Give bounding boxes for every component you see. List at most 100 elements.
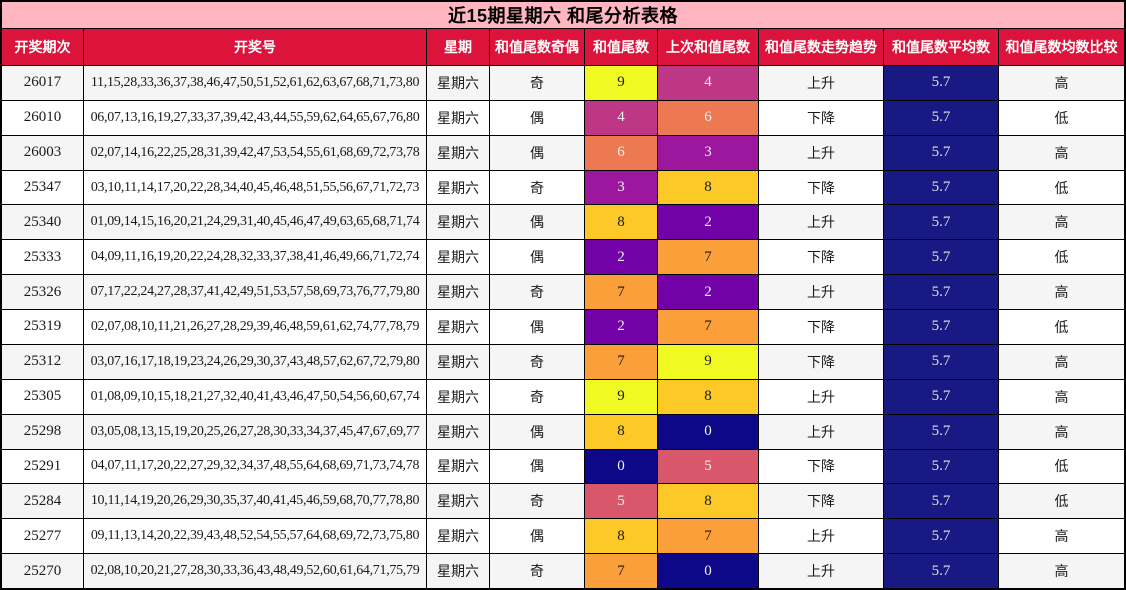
header-week: 星期 xyxy=(427,29,489,65)
parity-cell: 偶 xyxy=(490,449,584,484)
avg-cell: 5.7 xyxy=(884,519,998,554)
trend-cell: 上升 xyxy=(759,275,883,310)
prev-tail-cell: 3 xyxy=(658,135,758,170)
avg-cell: 5.7 xyxy=(884,135,998,170)
period-cell: 26010 xyxy=(2,100,83,135)
compare-cell: 高 xyxy=(999,554,1124,588)
avg-cell: 5.7 xyxy=(884,414,998,449)
avg-cell: 5.7 xyxy=(884,205,998,240)
week-cell: 星期六 xyxy=(427,310,489,344)
compare-cell: 高 xyxy=(999,66,1124,100)
trend-cell: 上升 xyxy=(759,135,883,170)
period-cell: 25284 xyxy=(2,484,83,519)
parity-cell: 偶 xyxy=(490,135,584,170)
trend-cell: 下降 xyxy=(759,484,883,519)
period-cell: 25319 xyxy=(2,310,83,344)
period-cell: 25347 xyxy=(2,170,83,205)
parity-cell: 奇 xyxy=(490,66,584,100)
numbers-cell: 02,07,14,16,22,25,28,31,39,42,47,53,54,5… xyxy=(84,135,426,170)
numbers-cell: 03,10,11,14,17,20,22,28,34,40,45,46,48,5… xyxy=(84,170,426,205)
compare-cell: 高 xyxy=(999,344,1124,379)
week-cell: 星期六 xyxy=(427,275,489,310)
tail-cell: 9 xyxy=(585,379,657,414)
trend-cell: 上升 xyxy=(759,554,883,588)
avg-cell: 5.7 xyxy=(884,379,998,414)
trend-cell: 下降 xyxy=(759,310,883,344)
compare-cell: 高 xyxy=(999,205,1124,240)
numbers-cell: 03,05,08,13,15,19,20,25,26,27,28,30,33,3… xyxy=(84,414,426,449)
analysis-table: 开奖期次 开奖号 星期 和值尾数奇偶 和值尾数 上次和值尾数 和值尾数走势趋势 … xyxy=(2,29,1124,588)
week-cell: 星期六 xyxy=(427,66,489,100)
period-cell: 25305 xyxy=(2,379,83,414)
tail-cell: 0 xyxy=(585,449,657,484)
prev-tail-cell: 8 xyxy=(658,379,758,414)
parity-cell: 偶 xyxy=(490,310,584,344)
numbers-cell: 02,08,10,20,21,27,28,30,33,36,43,48,49,5… xyxy=(84,554,426,588)
compare-cell: 低 xyxy=(999,449,1124,484)
tail-cell: 6 xyxy=(585,135,657,170)
parity-cell: 偶 xyxy=(490,519,584,554)
numbers-cell: 11,15,28,33,36,37,38,46,47,50,51,52,61,6… xyxy=(84,66,426,100)
period-cell: 25277 xyxy=(2,519,83,554)
avg-cell: 5.7 xyxy=(884,484,998,519)
parity-cell: 奇 xyxy=(490,344,584,379)
avg-cell: 5.7 xyxy=(884,344,998,379)
prev-tail-cell: 6 xyxy=(658,100,758,135)
period-cell: 25312 xyxy=(2,344,83,379)
parity-cell: 偶 xyxy=(490,205,584,240)
tail-cell: 5 xyxy=(585,484,657,519)
header-tail: 和值尾数 xyxy=(585,29,657,65)
compare-cell: 低 xyxy=(999,170,1124,205)
compare-cell: 高 xyxy=(999,414,1124,449)
header-average: 和值尾数平均数 xyxy=(884,29,998,65)
avg-cell: 5.7 xyxy=(884,449,998,484)
tail-cell: 8 xyxy=(585,414,657,449)
trend-cell: 上升 xyxy=(759,379,883,414)
prev-tail-cell: 2 xyxy=(658,205,758,240)
header-period: 开奖期次 xyxy=(2,29,83,65)
numbers-cell: 01,09,14,15,16,20,21,24,29,31,40,45,46,4… xyxy=(84,205,426,240)
numbers-cell: 03,07,16,17,18,19,23,24,26,29,30,37,43,4… xyxy=(84,344,426,379)
trend-cell: 上升 xyxy=(759,205,883,240)
tail-cell: 7 xyxy=(585,554,657,588)
period-cell: 26003 xyxy=(2,135,83,170)
trend-cell: 下降 xyxy=(759,100,883,135)
week-cell: 星期六 xyxy=(427,414,489,449)
parity-cell: 偶 xyxy=(490,100,584,135)
trend-cell: 下降 xyxy=(759,344,883,379)
parity-cell: 奇 xyxy=(490,379,584,414)
week-cell: 星期六 xyxy=(427,554,489,588)
week-cell: 星期六 xyxy=(427,170,489,205)
week-cell: 星期六 xyxy=(427,100,489,135)
parity-cell: 奇 xyxy=(490,484,584,519)
prev-tail-cell: 0 xyxy=(658,414,758,449)
compare-cell: 低 xyxy=(999,310,1124,344)
parity-cell: 奇 xyxy=(490,554,584,588)
tail-cell: 9 xyxy=(585,66,657,100)
week-cell: 星期六 xyxy=(427,240,489,275)
tail-cell: 3 xyxy=(585,170,657,205)
period-cell: 25340 xyxy=(2,205,83,240)
period-cell: 25298 xyxy=(2,414,83,449)
compare-cell: 高 xyxy=(999,275,1124,310)
prev-tail-cell: 5 xyxy=(658,449,758,484)
tail-cell: 8 xyxy=(585,205,657,240)
compare-cell: 高 xyxy=(999,379,1124,414)
compare-cell: 低 xyxy=(999,100,1124,135)
avg-cell: 5.7 xyxy=(884,240,998,275)
compare-cell: 低 xyxy=(999,484,1124,519)
prev-tail-cell: 8 xyxy=(658,170,758,205)
period-cell: 26017 xyxy=(2,66,83,100)
week-cell: 星期六 xyxy=(427,379,489,414)
avg-cell: 5.7 xyxy=(884,310,998,344)
trend-cell: 上升 xyxy=(759,414,883,449)
numbers-cell: 02,07,08,10,11,21,26,27,28,29,39,46,48,5… xyxy=(84,310,426,344)
week-cell: 星期六 xyxy=(427,519,489,554)
period-cell: 25326 xyxy=(2,275,83,310)
numbers-cell: 09,11,13,14,20,22,39,43,48,52,54,55,57,6… xyxy=(84,519,426,554)
period-cell: 25270 xyxy=(2,554,83,588)
numbers-cell: 10,11,14,19,20,26,29,30,35,37,40,41,45,4… xyxy=(84,484,426,519)
tail-cell: 2 xyxy=(585,310,657,344)
header-parity: 和值尾数奇偶 xyxy=(490,29,584,65)
trend-cell: 下降 xyxy=(759,240,883,275)
